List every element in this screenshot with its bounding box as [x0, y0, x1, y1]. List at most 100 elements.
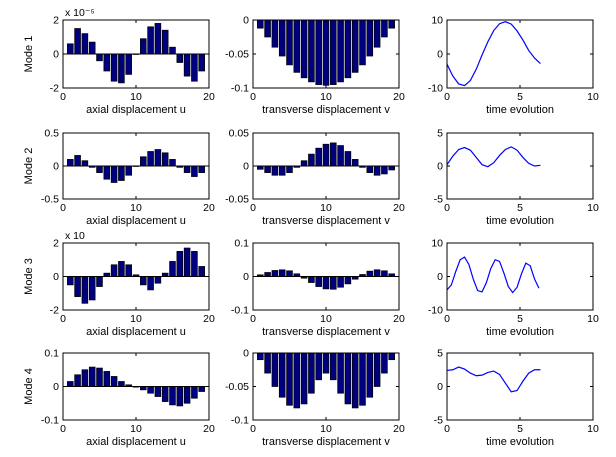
bar: [264, 352, 271, 374]
bar: [271, 352, 279, 387]
plot-area: [447, 20, 593, 88]
x-tick-label: 10: [587, 423, 599, 435]
mode-row-label: Mode 1: [23, 36, 35, 73]
bar: [257, 19, 264, 29]
bar: [125, 165, 132, 176]
bar: [191, 386, 198, 399]
bar: [74, 276, 81, 297]
plot-area: [447, 133, 593, 199]
y-tick-label: 0: [243, 348, 249, 360]
x-tick-label: 10: [320, 202, 332, 214]
bar: [110, 376, 118, 387]
bar: [344, 19, 352, 79]
x-tick-label: 0: [60, 91, 66, 103]
bar: [103, 53, 111, 72]
x-axis-label: axial displacement u: [86, 104, 186, 116]
bar: [74, 28, 81, 55]
bar: [118, 165, 125, 181]
bar: [198, 53, 205, 72]
bar: [300, 19, 308, 79]
y-tick-label: -0.1: [231, 415, 249, 427]
x-axis-label: transverse displacement v: [262, 104, 390, 116]
bar: [74, 374, 81, 387]
bar: [81, 369, 89, 387]
bar: [147, 151, 154, 167]
bar: [103, 165, 111, 180]
bar: [140, 38, 147, 55]
y-tick-label: -0.05: [225, 194, 249, 206]
bar: [315, 352, 322, 381]
x-tick-label: 10: [320, 423, 332, 435]
x-axis-label: time evolution: [486, 104, 554, 116]
bar: [330, 142, 337, 167]
x-tick-label: 10: [320, 91, 332, 103]
bar: [81, 160, 89, 167]
bar: [315, 19, 322, 85]
bar: [67, 159, 74, 167]
bar: [300, 160, 308, 167]
mode-row-label: Mode 3: [23, 258, 35, 295]
bar: [388, 19, 395, 29]
series-line: [446, 256, 540, 294]
bar: [373, 269, 381, 277]
bar: [278, 165, 286, 176]
bar: [351, 19, 359, 73]
y-tick-label: 0: [437, 381, 443, 393]
bar: [88, 366, 96, 387]
bar: [161, 29, 169, 55]
bar: [183, 165, 191, 173]
x-tick-label: 0: [60, 202, 66, 214]
bar: [140, 156, 147, 167]
x-tick-label: 20: [203, 313, 215, 325]
x-axis-label: axial displacement u: [86, 326, 186, 338]
bar: [286, 352, 293, 406]
bar: [81, 276, 89, 304]
x-axis-label: time evolution: [486, 326, 554, 338]
bar: [147, 386, 154, 394]
y-tick-label: 0: [437, 161, 443, 173]
bar: [191, 165, 198, 177]
subplot-m1-transverse: 0 10 20 -0.1 -0.05 0 transverse displacement v: [225, 15, 405, 117]
y-exponent-label: x 10: [65, 230, 85, 242]
bar: [169, 159, 176, 167]
bar: [176, 251, 184, 277]
x-tick-label: 5: [517, 202, 523, 214]
y-tick-label: 0: [243, 271, 249, 283]
y-tick-label: 10: [431, 238, 443, 250]
y-tick-label: 5: [437, 348, 443, 360]
y-tick-label: 0.1: [44, 348, 59, 360]
bar: [125, 53, 132, 75]
y-tick-label: -5: [434, 415, 443, 427]
x-tick-label: 0: [444, 423, 450, 435]
bar: [154, 149, 162, 167]
bar: [315, 276, 322, 287]
x-tick-label: 20: [393, 423, 405, 435]
bar: [96, 165, 103, 173]
y-exponent-label: x 10⁻⁵: [65, 7, 95, 19]
x-tick-label: 0: [444, 313, 450, 325]
x-axis-label: transverse displacement v: [262, 326, 390, 338]
x-tick-label: 20: [393, 313, 405, 325]
bar: [110, 264, 118, 277]
y-tick-label: -0.1: [41, 415, 59, 427]
x-tick-label: 20: [203, 423, 215, 435]
y-tick-label: 0: [437, 271, 443, 283]
bar: [308, 19, 315, 83]
bar: [110, 165, 118, 183]
bar: [88, 276, 96, 301]
x-tick-label: 20: [393, 91, 405, 103]
bar: [330, 276, 337, 290]
bar: [278, 352, 286, 398]
bar: [359, 352, 366, 406]
bar: [67, 43, 74, 55]
bar: [300, 352, 308, 405]
bar: [264, 19, 271, 38]
x-tick-label: 20: [203, 91, 215, 103]
